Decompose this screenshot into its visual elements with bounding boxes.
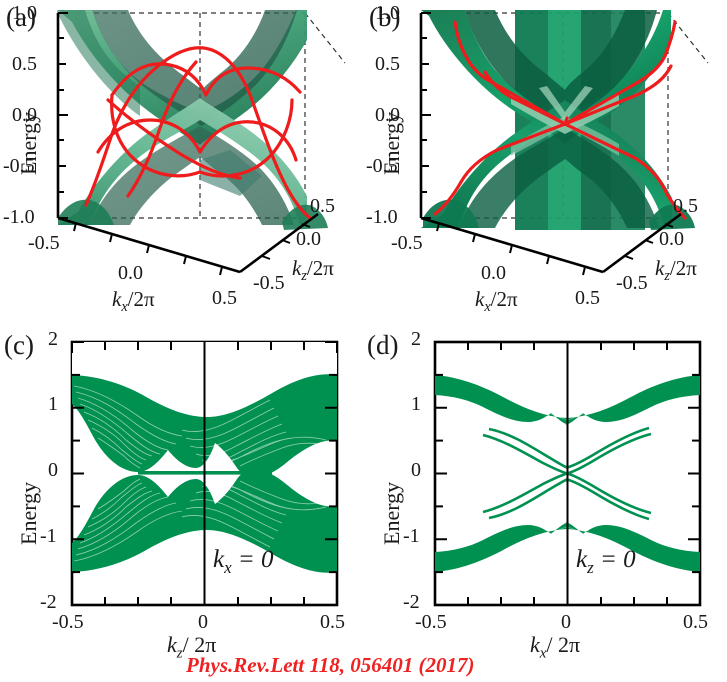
panel-a-zlabel: kz/2π <box>292 256 334 285</box>
panel-a-etick-4: -0.5 <box>3 155 35 177</box>
panel-c-yticks <box>72 341 337 606</box>
panel-d-ytick-1: 2 <box>411 328 421 350</box>
panel-d-xtick-1: -0.5 <box>415 611 447 633</box>
panel-b-etick-3: 0.0 <box>375 104 400 126</box>
panel-c-xtick-2: 0 <box>198 611 208 633</box>
panel-c-xtick-3: 0.5 <box>320 611 345 633</box>
panel-c-xticks <box>71 342 338 605</box>
panel-a-kztick-2: 0.0 <box>296 228 321 250</box>
panel-d-xlabel: kx/ 2π <box>530 632 581 662</box>
band-surface-upper <box>57 10 307 145</box>
panel-c-ytick-3: 0 <box>48 459 58 481</box>
panel-a-kxtick-3: 0.5 <box>212 287 237 309</box>
panel-b-xlabel: kx/2π <box>475 287 518 316</box>
panel-c-ylabel: Energy <box>16 481 41 545</box>
panel-d-ytick-5: -2 <box>403 591 420 613</box>
panel-c-ytick-5: -2 <box>40 591 57 613</box>
panel-c-ytick-2: 1 <box>48 393 58 415</box>
panel-c: (c) <box>0 328 364 661</box>
nodal-line-red <box>84 46 312 220</box>
band-surface-lower <box>421 100 672 228</box>
panel-d-annotation: kz = 0 <box>576 546 636 577</box>
panel-b-zlabel: kz/2π <box>655 256 697 285</box>
panel-a-etick-3: 0.0 <box>12 104 37 126</box>
panel-d-ytick-2: 1 <box>411 393 421 415</box>
panel-a-xlabel: kx/2π <box>112 287 155 316</box>
panel-b-kxtick-3: 0.5 <box>575 287 600 309</box>
citation-text: Phys.Rev.Lett 118, 056401 (2017) <box>186 653 475 677</box>
panel-b-etick-2: 0.5 <box>375 53 400 75</box>
panel-d-plot <box>433 340 702 607</box>
panel-b-etick-4: -0.5 <box>366 155 398 177</box>
panel-a-etick-2: 0.5 <box>12 53 37 75</box>
panel-d-ylabel: Energy <box>379 481 404 545</box>
panel-a-kztick-3: 0.5 <box>310 195 335 217</box>
panel-d-xticks <box>434 342 701 605</box>
band-surface-tongues <box>423 199 695 230</box>
panel-d-yticks <box>435 341 700 606</box>
panel-d-ytick-3: 0 <box>411 459 421 481</box>
panel-b-etick-1: 1.0 <box>375 2 400 24</box>
kz-ticks <box>624 223 674 260</box>
panel-c-annotation: kx = 0 <box>213 546 274 577</box>
panel-b-label: (b) <box>369 2 401 32</box>
panel-b-kztick-3: 0.5 <box>673 195 698 217</box>
panel-d: (d) <box>363 328 727 661</box>
panel-d-xtick-2: 0 <box>561 611 571 633</box>
panel-a-plot <box>56 10 346 276</box>
panel-b-kztick-2: 0.0 <box>659 228 684 250</box>
kx-ticks <box>436 222 586 276</box>
panel-a-kxtick-2: 0.0 <box>118 262 143 284</box>
energy-ticks <box>421 12 431 219</box>
kx-ticks <box>73 222 223 276</box>
nodal-line-red <box>433 20 687 220</box>
panel-b-plot <box>419 10 709 276</box>
panel-d-label: (d) <box>367 330 399 360</box>
panel-a-etick-1: 1.0 <box>12 2 37 24</box>
panel-a-kxtick-1: -0.5 <box>28 232 60 254</box>
panel-b: (b) <box>363 0 727 330</box>
panel-b-kztick-1: -0.5 <box>616 272 648 294</box>
panel-c-ytick-4: -1 <box>40 525 57 547</box>
kz-ticks <box>261 223 311 260</box>
panel-a-etick-5: -1.0 <box>3 206 35 228</box>
panel-a-label: (a) <box>6 2 36 32</box>
band-surface-tongues <box>58 199 328 230</box>
panel-c-plot <box>70 340 339 607</box>
panel-c-label: (c) <box>4 330 34 360</box>
panel-c-ytick-1: 2 <box>48 328 58 350</box>
panel-b-etick-5: -1.0 <box>366 206 398 228</box>
panel-d-xtick-3: 0.5 <box>683 611 708 633</box>
panel-b-kxtick-1: -0.5 <box>391 232 423 254</box>
panel-c-xtick-1: -0.5 <box>52 611 84 633</box>
panel-d-ytick-4: -1 <box>403 525 420 547</box>
panel-b-kxtick-2: 0.0 <box>481 262 506 284</box>
energy-ticks <box>58 12 68 219</box>
panel-a: (a) <box>0 0 364 330</box>
panel-c-xlabel: kz/ 2π <box>167 632 217 662</box>
panel-a-kztick-1: -0.5 <box>253 272 285 294</box>
